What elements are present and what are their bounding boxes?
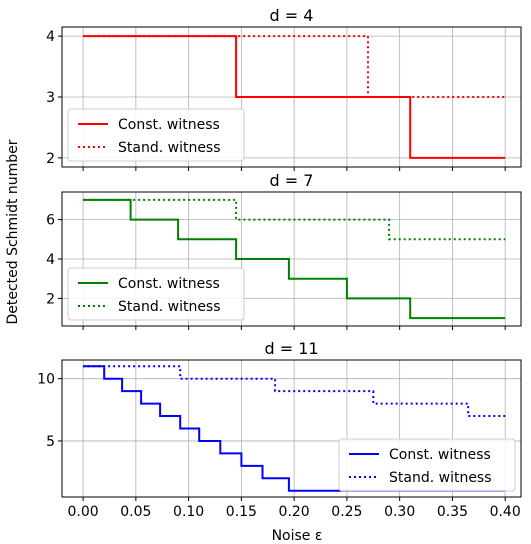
y-tick-label: 4: [46, 252, 55, 268]
panel-frame: [61, 359, 522, 498]
legend-box: [67, 108, 245, 162]
y-tick-label: 10: [37, 372, 55, 388]
panels-group: 2 3 4 d = 4 Const. witness Stand. witness 2 4 6 d…: [37, 6, 522, 520]
legend: Const. witness Stand. witness: [67, 108, 245, 162]
x-tick-label: 0.10: [173, 504, 204, 520]
series-stand-witness-line: [83, 365, 506, 417]
panel-frame: [61, 26, 522, 168]
panel-title: d = 7: [270, 171, 314, 190]
panel-d-1: 2 4 6 d = 7 Const. witness Stand. witness: [46, 171, 522, 330]
panel-title: d = 11: [264, 339, 318, 358]
x-tick-label: 0.25: [331, 504, 362, 520]
x-axis-label: Noise ε: [272, 528, 323, 544]
x-tick-label: 0.15: [226, 504, 257, 520]
legend-label: Const. witness: [389, 447, 491, 463]
y-tick-label: 2: [46, 291, 55, 307]
y-tick-label: 3: [46, 90, 55, 106]
legend: Const. witness Stand. witness: [67, 267, 245, 321]
series-const-witness-line: [83, 35, 506, 159]
panel-d-2: 0.00 0.05 0.10 0.15 0.20 0.25 0.30 0.35 0.40 5 10 d…: [37, 339, 522, 520]
series-const-witness-line: [83, 365, 506, 492]
x-tick-label: 0.30: [384, 504, 415, 520]
y-tick-label: 6: [46, 213, 55, 229]
y-tick-label: 2: [46, 151, 55, 167]
y-tick-label: 4: [46, 29, 55, 45]
legend-box: [67, 267, 245, 321]
legend: Const. witness Stand. witness: [338, 438, 516, 492]
x-tick-label: 0.40: [490, 504, 521, 520]
legend-box: [338, 438, 516, 492]
x-tick-label: 0.35: [437, 504, 468, 520]
legend-label: Stand. witness: [389, 470, 492, 486]
series-const-witness-line: [83, 198, 506, 320]
panel-frame: [61, 191, 522, 327]
legend-label: Stand. witness: [118, 140, 221, 156]
x-tick-label: 0.05: [120, 504, 151, 520]
legend-label: Const. witness: [118, 276, 220, 292]
x-tick-label: 0.20: [279, 504, 310, 520]
y-axis-label: Detected Schmidt number: [5, 139, 21, 324]
panel-title: d = 4: [270, 6, 314, 25]
x-tick-label: 0.00: [68, 504, 99, 520]
series-stand-witness-line: [83, 35, 506, 98]
panel-d-0: 2 3 4 d = 4 Const. witness Stand. witness: [46, 6, 522, 171]
legend-label: Const. witness: [118, 117, 220, 133]
y-tick-label: 5: [46, 434, 55, 450]
legend-label: Stand. witness: [118, 299, 221, 315]
